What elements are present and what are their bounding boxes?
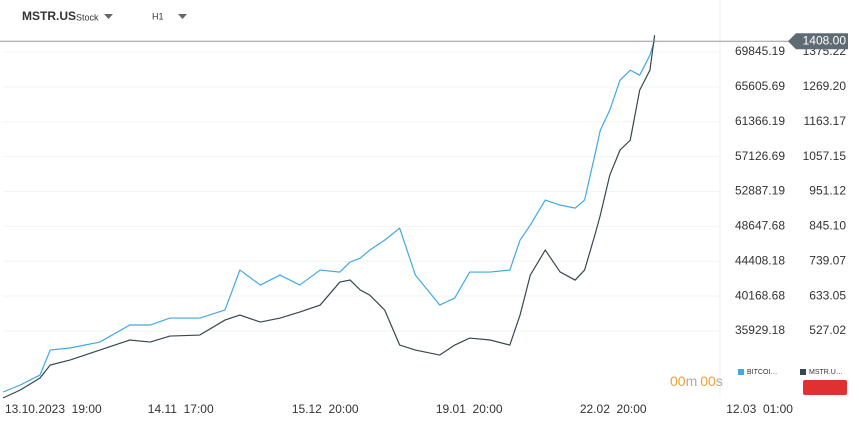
y2-tick-label: 633.05 <box>809 288 846 302</box>
legend-label: BITCOI… <box>747 369 777 376</box>
y2-tick-label: 1163.17 <box>804 114 847 128</box>
last-price-label: 1408.00 <box>803 33 847 47</box>
y-tick-label: 61366.19 <box>735 114 785 128</box>
legend-swatch <box>800 369 806 375</box>
countdown-text: 00m 00s <box>670 373 723 389</box>
interval[interactable]: H1 <box>152 11 164 21</box>
y-tick-label: 40168.68 <box>735 288 785 302</box>
interval-dropdown[interactable] <box>178 14 187 19</box>
price-line <box>2 40 656 393</box>
y-tick-label: 65605.69 <box>735 79 785 93</box>
countdown-part: 00 <box>670 373 686 389</box>
y-tick-label: 69845.19 <box>735 44 785 58</box>
countdown: 00m 00s <box>670 373 723 389</box>
instrument-kind: Stock <box>76 12 99 22</box>
legend-swatch <box>738 369 744 375</box>
y-tick-label: 48647.68 <box>735 219 785 233</box>
symbol-dropdown[interactable] <box>104 14 113 19</box>
y2-tick-label: 1057.15 <box>803 149 847 163</box>
last-price-tag <box>788 33 848 50</box>
action-button[interactable] <box>803 380 847 395</box>
price-line <box>2 35 656 399</box>
y-tick-label: 35929.18 <box>735 323 785 337</box>
x-tick-label: 15.12 20:00 <box>292 402 359 416</box>
countdown-part: m <box>686 373 698 389</box>
x-tick-label: 12.03 01:00 <box>726 402 793 416</box>
symbol[interactable]: MSTR.US <box>22 9 76 23</box>
y-tick-label: 44408.18 <box>735 253 785 267</box>
y-tick-label: 52887.19 <box>735 184 785 198</box>
x-tick-label: 13.10.2023 19:00 <box>5 402 102 416</box>
countdown-part: s <box>716 373 723 389</box>
y2-tick-label: 527.02 <box>809 323 846 337</box>
x-tick-label: 19.01 20:00 <box>436 402 503 416</box>
x-tick-label: 22.02 20:00 <box>580 402 647 416</box>
y2-tick-label: 951.12 <box>809 184 846 198</box>
countdown-part: 00 <box>700 373 716 389</box>
y2-tick-label: 845.10 <box>809 219 846 233</box>
x-tick-label: 14.11 17:00 <box>148 402 214 416</box>
legend-label: MSTR.U… <box>809 369 843 376</box>
y2-tick-label: 739.07 <box>809 253 846 267</box>
y-tick-label: 57126.69 <box>735 149 785 163</box>
y2-tick-label: 1269.20 <box>803 79 847 93</box>
